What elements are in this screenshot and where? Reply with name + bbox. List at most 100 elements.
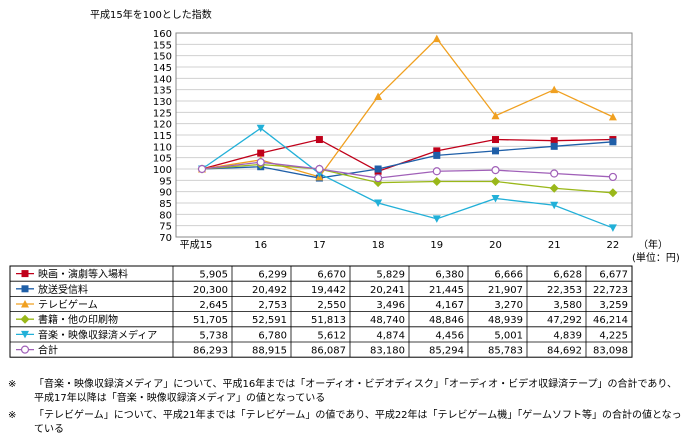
- series-line: [201, 141, 613, 179]
- table-cell: 5,738: [199, 330, 228, 341]
- series-line: [201, 161, 613, 179]
- series-markers: [197, 34, 618, 232]
- data-point: [256, 124, 265, 133]
- table-cell: 6,677: [599, 270, 628, 281]
- data-point: [549, 183, 559, 193]
- plot-frame: [175, 32, 633, 238]
- legend-marker: [21, 285, 29, 293]
- data-point: [374, 173, 383, 183]
- y-tick-label: 125: [153, 108, 172, 119]
- data-point: [315, 164, 324, 174]
- table-cell: 6,670: [317, 270, 346, 281]
- table-cell: 88,915: [252, 346, 287, 357]
- y-tick-label: 130: [153, 97, 172, 108]
- table-cell: 3,580: [553, 300, 582, 311]
- table-cell: 83,098: [593, 346, 628, 357]
- x-tick-label: 16: [254, 240, 267, 251]
- table-cell: 84,692: [547, 346, 582, 357]
- table-cell: 86,087: [311, 346, 346, 357]
- x-tick-label: 平成15: [180, 239, 213, 251]
- data-point: [550, 142, 558, 150]
- table-cell: 4,167: [435, 300, 464, 311]
- legend-label: 音楽・映像収録済メディア: [38, 328, 157, 341]
- data-point: [608, 188, 618, 198]
- data-point: [491, 176, 500, 186]
- data-point: [550, 85, 559, 94]
- y-tick-label: 100: [153, 165, 172, 176]
- table-cell: 2,645: [199, 300, 228, 311]
- footnote-text: 「テレビゲーム」について、平成21年までは「テレビゲーム」の値であり、平成22年…: [34, 410, 682, 435]
- legend-label: 書籍・他の印刷物: [38, 313, 118, 326]
- table-cell: 48,740: [370, 315, 405, 326]
- series-line: [201, 127, 614, 229]
- table-cell: 48,846: [429, 315, 464, 326]
- y-tick-label: 115: [153, 131, 172, 142]
- table-cell: 4,225: [599, 330, 628, 341]
- table-cell: 6,299: [258, 270, 287, 281]
- data-point: [550, 201, 559, 210]
- table-cell: 22,353: [547, 285, 582, 296]
- legend-marker: [20, 345, 30, 354]
- footnote-mark: ※: [8, 379, 17, 390]
- table-cell: 5,905: [199, 270, 228, 281]
- table-cell: 86,293: [193, 346, 228, 357]
- data-point: [432, 167, 441, 176]
- table-cell: 6,628: [553, 270, 582, 281]
- x-tick-label: 17: [313, 240, 326, 251]
- table-cell: 52,591: [252, 315, 287, 326]
- table-cell: 83,180: [370, 346, 405, 357]
- y-tick-label: 150: [153, 52, 172, 63]
- data-point: [432, 215, 441, 223]
- y-tick-label: 95: [159, 176, 172, 187]
- table-cell: 20,241: [370, 285, 405, 296]
- data-point: [608, 172, 618, 182]
- x-tick-label: 18: [372, 240, 385, 251]
- legend-label: テレビゲーム: [38, 299, 98, 311]
- data-point: [608, 112, 617, 121]
- y-tick-label: 80: [159, 210, 172, 221]
- data-point: [550, 137, 558, 145]
- y-tick-label: 90: [159, 188, 172, 199]
- legend-marker: [21, 270, 29, 278]
- data-point: [608, 224, 617, 232]
- data-point: [374, 165, 382, 173]
- series-line: [201, 138, 613, 172]
- data-point: [433, 147, 441, 155]
- legend-marker: [21, 330, 29, 339]
- table-cell: 6,380: [435, 270, 464, 281]
- table-cell: 19,442: [311, 285, 346, 296]
- legend-marker: [21, 300, 29, 308]
- footnote-mark: ※: [8, 410, 17, 421]
- table-cell: 2,550: [317, 300, 346, 311]
- y-tick-label: 70: [159, 233, 172, 244]
- footnote-text: 「音楽・映像収録済メディア」について、平成16年までは「オーディオ・ビデオディス…: [34, 379, 678, 404]
- y-tick-label: 160: [153, 29, 172, 40]
- table-cell: 20,300: [193, 285, 228, 296]
- y-tick-label: 110: [153, 142, 172, 153]
- y-tick-label: 135: [153, 86, 172, 97]
- data-point: [256, 158, 265, 167]
- data-point: [491, 166, 500, 175]
- gridlines: [175, 32, 633, 238]
- table-cell: 51,705: [193, 315, 228, 326]
- data-point: [609, 138, 617, 146]
- x-axis-ticks: 平成15 16 17 18 19 20 21 22: [180, 239, 620, 251]
- x-axis-unit: （年）: [638, 238, 668, 251]
- data-point: [492, 136, 499, 144]
- y-tick-label: 105: [153, 154, 172, 165]
- table-cell: 4,874: [376, 330, 405, 341]
- y-tick-label: 75: [159, 222, 172, 233]
- table-cell: 51,813: [311, 315, 346, 326]
- data-point: [433, 151, 441, 159]
- table-cell: 48,939: [488, 315, 523, 326]
- y-tick-label: 85: [159, 199, 172, 210]
- table-cell: 2,753: [258, 300, 287, 311]
- table-cell: 6,780: [258, 330, 287, 341]
- table-cell: 4,456: [435, 330, 464, 341]
- table-cell: 22,723: [593, 285, 628, 296]
- table-unit-note: (単位：円): [632, 251, 680, 264]
- table-cell: 21,445: [429, 285, 464, 296]
- x-tick-label: 20: [489, 240, 502, 251]
- y-tick-label: 145: [153, 63, 172, 74]
